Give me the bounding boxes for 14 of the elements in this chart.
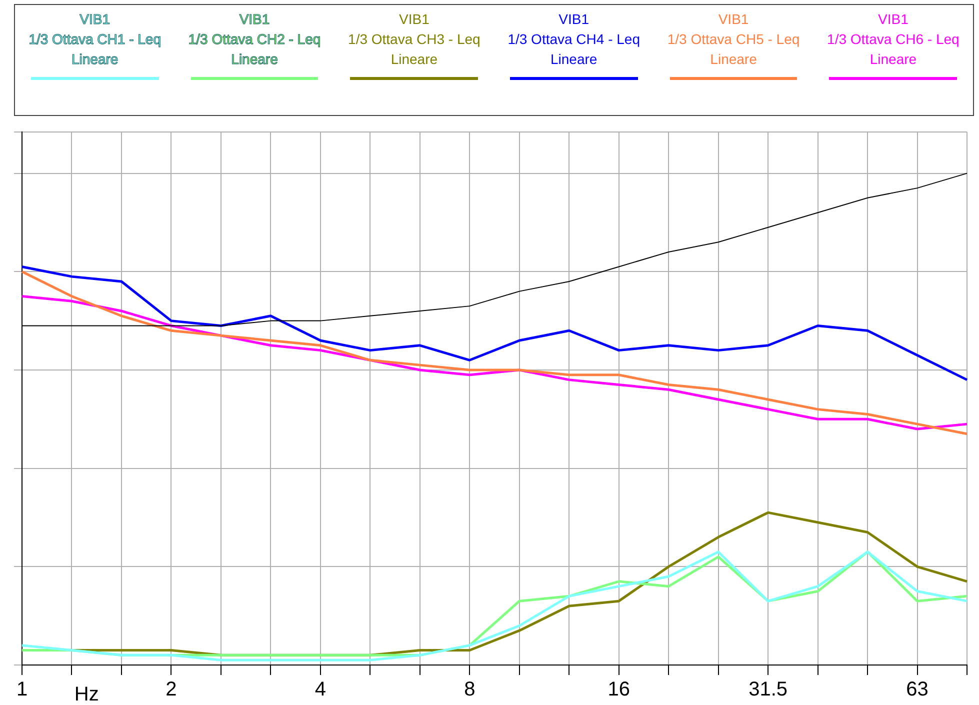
x-tick-label: 4 bbox=[314, 678, 326, 701]
text: VIB1 1/3 Ottava CH3 - Leq Lineare bbox=[347, 10, 482, 69]
x-axis-title: Hz bbox=[74, 684, 99, 705]
x-tick-label: 2 bbox=[166, 678, 177, 701]
x-tick-label: 8 bbox=[464, 678, 476, 701]
text: VIB1 1/3 Ottava CH5 - Leq Lineare bbox=[666, 10, 801, 69]
x-tick-label: 16 bbox=[608, 678, 630, 701]
x-tick-label: 63 bbox=[906, 678, 928, 701]
text: VIB1 1/3 Ottava CH2 - Leq Lineare bbox=[187, 10, 322, 69]
text: VIB1 1/3 Ottava CH1 - Leq Lineare bbox=[28, 10, 162, 69]
x-tick-label: 31.5 bbox=[748, 678, 788, 701]
text: VIB1 1/3 Ottava CH4 - Leq Lineare bbox=[506, 10, 641, 69]
text: VIB1 1/3 Ottava CH6 - Leq Lineare bbox=[826, 10, 960, 69]
x-tick-label: 1 bbox=[16, 678, 28, 701]
